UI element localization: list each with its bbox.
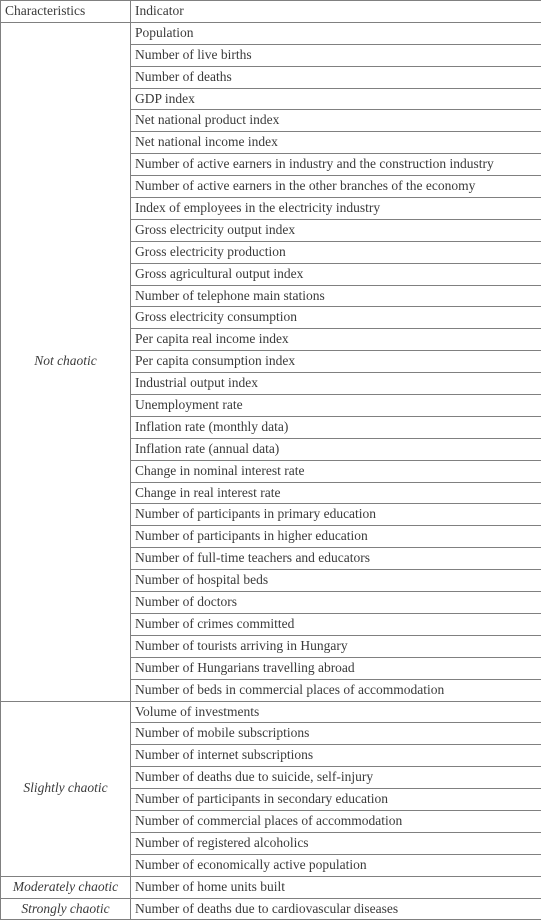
indicator-cell: Number of internet subscriptions bbox=[131, 745, 541, 767]
indicator-cell: Gross electricity production bbox=[131, 241, 541, 263]
indicator-cell: Inflation rate (annual data) bbox=[131, 438, 541, 460]
indicator-cell: Number of full-time teachers and educato… bbox=[131, 548, 541, 570]
header-indicator: Indicator bbox=[131, 1, 541, 23]
indicator-cell: Number of Hungarians travelling abroad bbox=[131, 657, 541, 679]
indicator-cell: Gross agricultural output index bbox=[131, 263, 541, 285]
indicator-cell: Number of deaths due to cardiovascular d… bbox=[131, 898, 541, 920]
indicator-cell: Index of employees in the electricity in… bbox=[131, 198, 541, 220]
indicator-cell: Number of active earners in the other br… bbox=[131, 176, 541, 198]
indicator-cell: Number of participants in higher educati… bbox=[131, 526, 541, 548]
indicator-cell: Number of beds in commercial places of a… bbox=[131, 679, 541, 701]
indicator-cell: Change in nominal interest rate bbox=[131, 460, 541, 482]
indicator-cell: Gross electricity output index bbox=[131, 219, 541, 241]
indicator-cell: Number of live births bbox=[131, 44, 541, 66]
indicator-cell: Number of tourists arriving in Hungary bbox=[131, 635, 541, 657]
indicators-table: CharacteristicsIndicatorNot chaoticPopul… bbox=[0, 0, 541, 920]
characteristic-label: Moderately chaotic bbox=[1, 876, 131, 898]
indicator-cell: Number of crimes committed bbox=[131, 613, 541, 635]
indicator-cell: Number of deaths due to suicide, self-in… bbox=[131, 767, 541, 789]
indicator-cell: Gross electricity consumption bbox=[131, 307, 541, 329]
header-characteristics: Characteristics bbox=[1, 1, 131, 23]
indicator-cell: Number of deaths bbox=[131, 66, 541, 88]
indicator-cell: Change in real interest rate bbox=[131, 482, 541, 504]
indicator-cell: Number of registered alcoholics bbox=[131, 832, 541, 854]
indicator-cell: Industrial output index bbox=[131, 373, 541, 395]
indicator-cell: Number of doctors bbox=[131, 592, 541, 614]
indicator-cell: Number of mobile subscriptions bbox=[131, 723, 541, 745]
indicator-cell: Per capita real income index bbox=[131, 329, 541, 351]
characteristic-label: Slightly chaotic bbox=[1, 701, 131, 876]
indicator-cell: Volume of investments bbox=[131, 701, 541, 723]
indicator-cell: Number of participants in primary educat… bbox=[131, 504, 541, 526]
indicator-cell: Number of home units built bbox=[131, 876, 541, 898]
indicator-cell: Inflation rate (monthly data) bbox=[131, 416, 541, 438]
indicator-cell: Net national product index bbox=[131, 110, 541, 132]
indicator-cell: Number of commercial places of accommoda… bbox=[131, 810, 541, 832]
indicator-cell: Number of active earners in industry and… bbox=[131, 154, 541, 176]
characteristic-label: Not chaotic bbox=[1, 22, 131, 701]
indicator-cell: Number of participants in secondary educ… bbox=[131, 789, 541, 811]
indicator-cell: GDP index bbox=[131, 88, 541, 110]
indicator-cell: Population bbox=[131, 22, 541, 44]
indicator-cell: Number of telephone main stations bbox=[131, 285, 541, 307]
indicator-cell: Net national income index bbox=[131, 132, 541, 154]
characteristic-label: Strongly chaotic bbox=[1, 898, 131, 920]
indicator-cell: Per capita consumption index bbox=[131, 351, 541, 373]
indicator-cell: Number of economically active population bbox=[131, 854, 541, 876]
indicator-cell: Number of hospital beds bbox=[131, 570, 541, 592]
indicator-cell: Unemployment rate bbox=[131, 395, 541, 417]
